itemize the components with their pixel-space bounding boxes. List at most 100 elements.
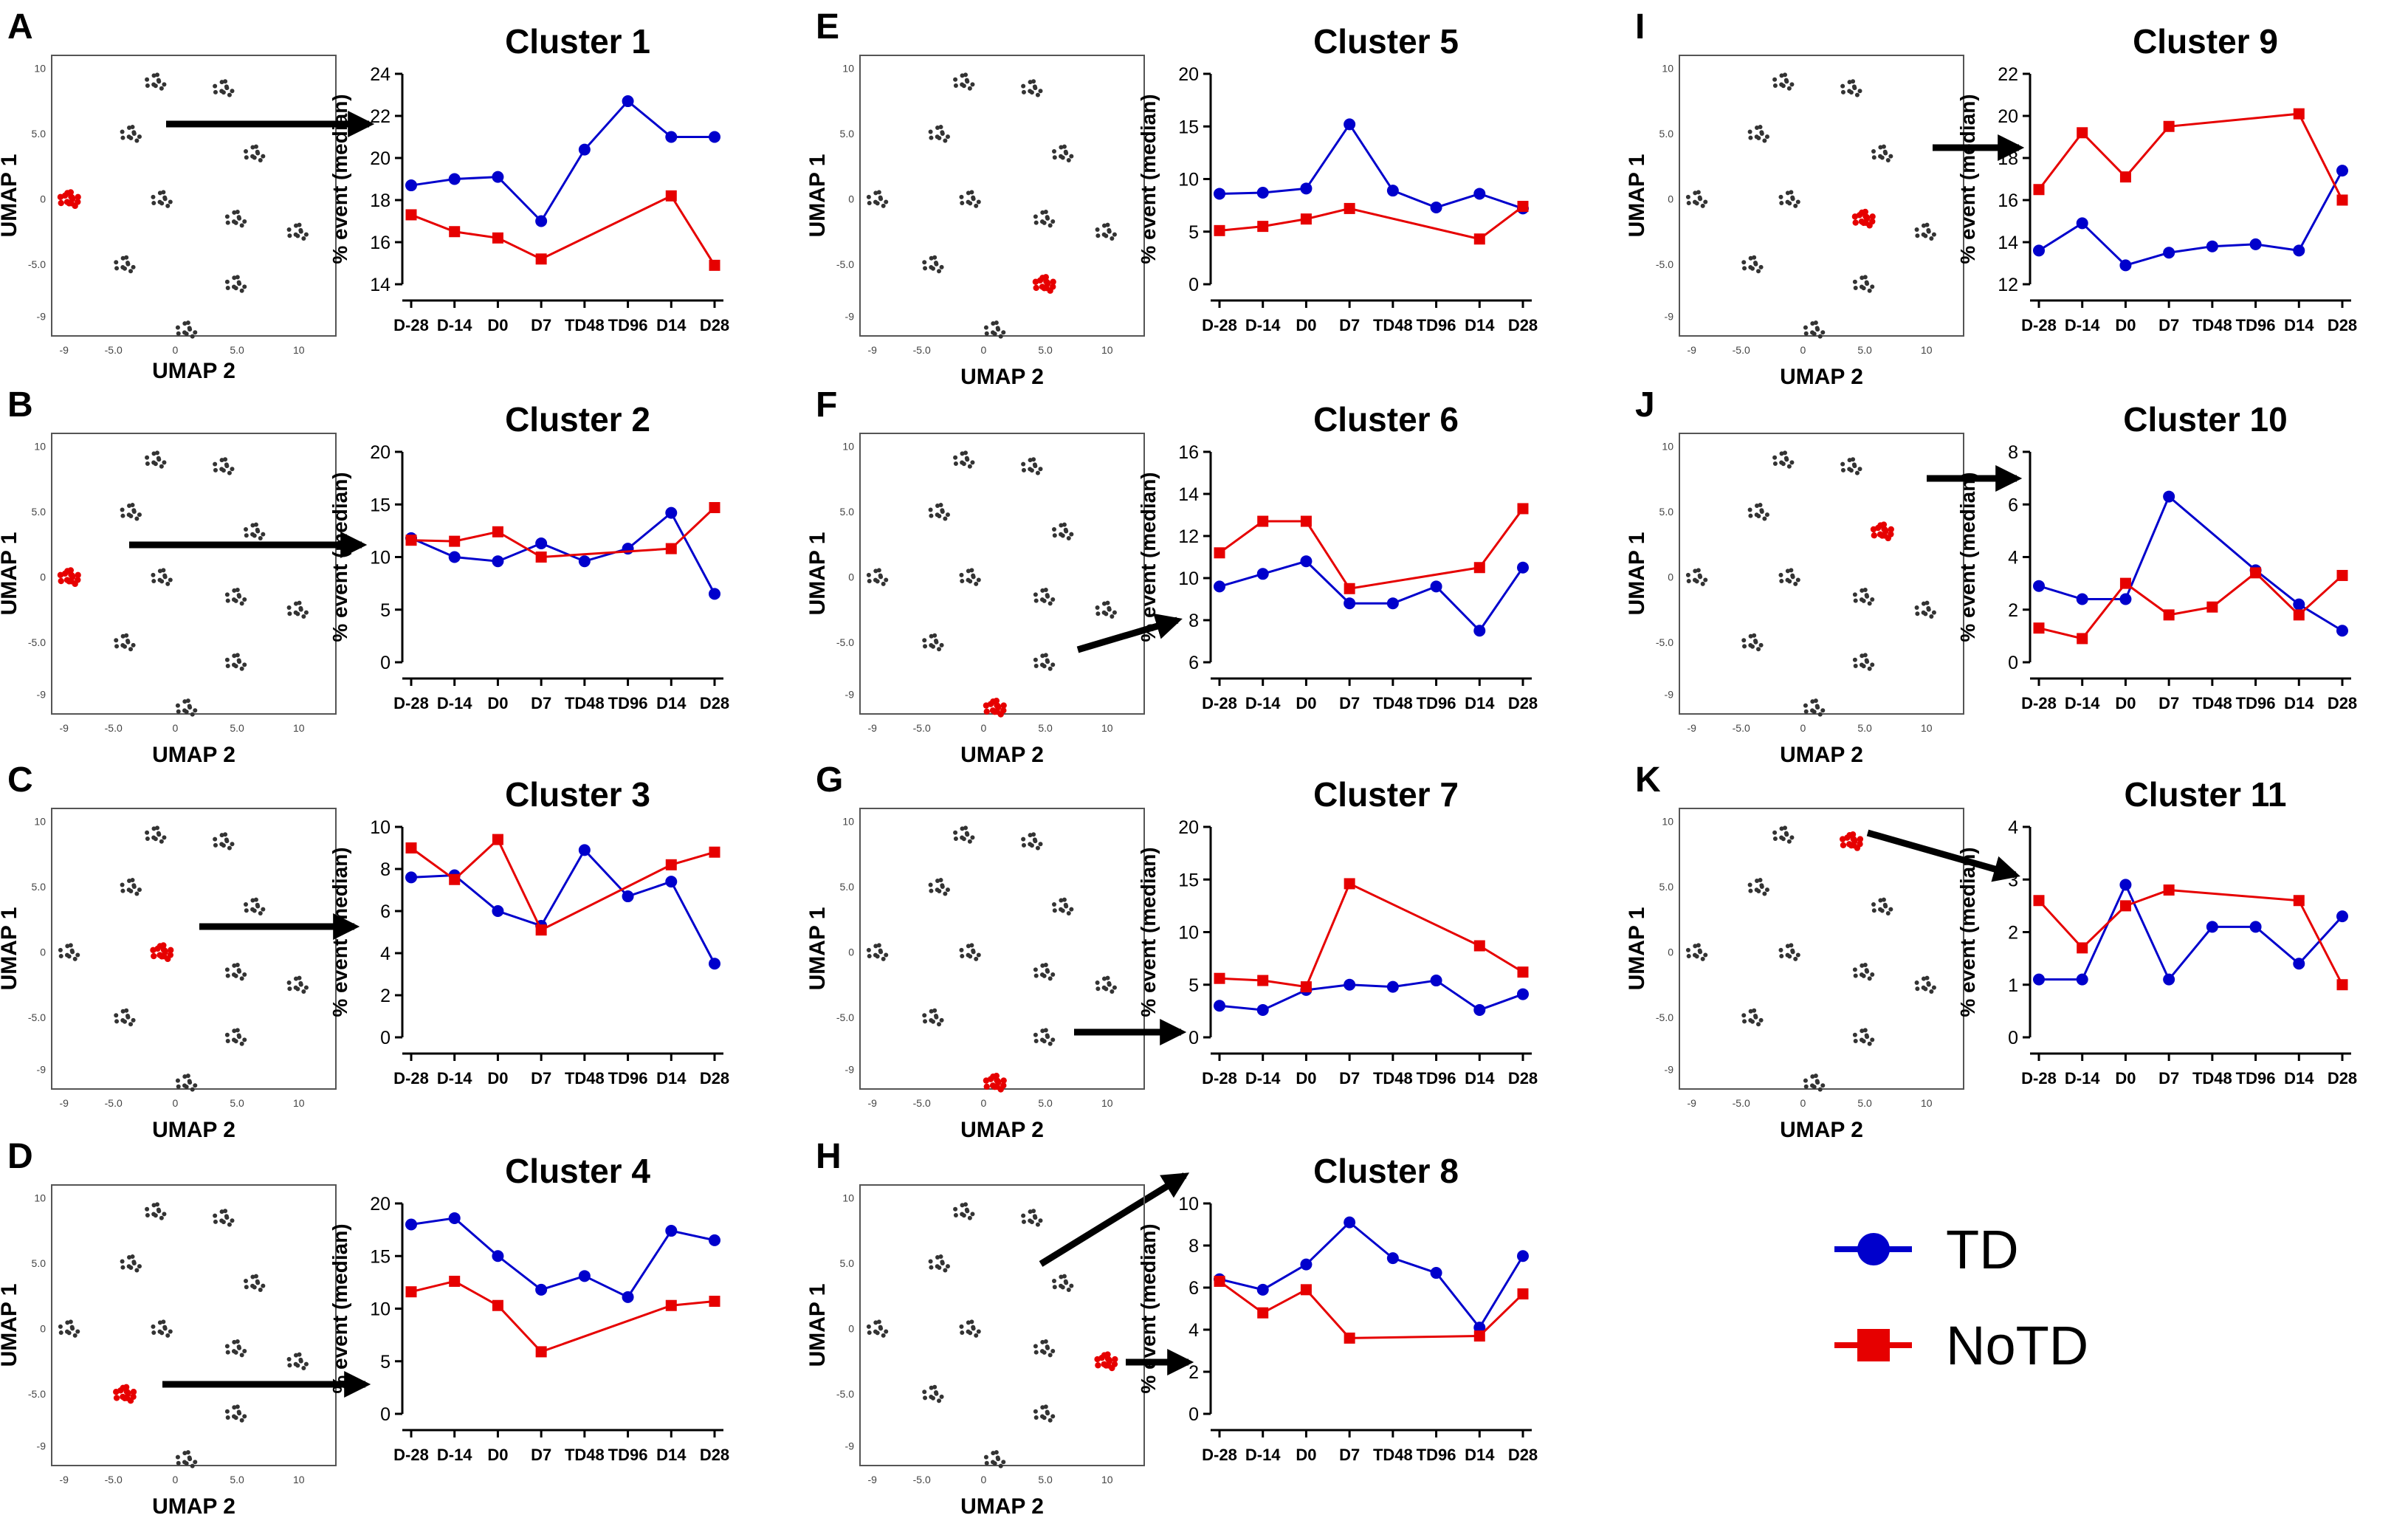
umap-point — [243, 526, 248, 532]
umap-point — [1812, 331, 1817, 337]
umap-point — [960, 201, 965, 206]
umap-point — [120, 1009, 125, 1014]
umap-point — [235, 1339, 240, 1344]
umap-point — [1050, 1037, 1056, 1042]
umap-cluster — [243, 897, 266, 915]
umap-point — [165, 203, 171, 208]
umap-y-tick: 10 — [1662, 63, 1673, 75]
umap-point — [1867, 976, 1872, 981]
umap-x-tick: 5.0 — [1857, 344, 1872, 356]
umap-point — [151, 579, 156, 584]
umap-point — [1050, 1348, 1056, 1353]
umap-point — [156, 1207, 161, 1212]
data-point — [535, 552, 547, 563]
umap-point — [937, 269, 942, 274]
series-notd — [405, 834, 720, 936]
umap-point — [159, 1215, 164, 1220]
umap-point — [1045, 1409, 1050, 1415]
umap-cluster — [1033, 653, 1056, 671]
data-point — [405, 842, 417, 853]
umap-x-label: UMAP 2 — [960, 1494, 1044, 1515]
umap-point — [1888, 531, 1894, 537]
umap-cluster — [286, 1352, 309, 1371]
umap-point — [1915, 986, 1920, 992]
x-tick-label: D-28 — [393, 1069, 429, 1088]
umap-point — [120, 1259, 125, 1264]
umap-point — [1847, 80, 1852, 85]
umap-point — [937, 888, 942, 893]
umap-point — [1878, 898, 1883, 903]
series-line — [2039, 882, 2344, 982]
umap-point — [1810, 699, 1815, 704]
umap-point — [971, 1325, 976, 1330]
umap-y-label: UMAP 1 — [0, 532, 21, 616]
x-tick-label: D28 — [2328, 316, 2357, 334]
x-tick-label: D7 — [531, 1446, 551, 1464]
umap-point — [928, 1259, 933, 1264]
umap-point — [930, 1019, 935, 1024]
umap-point — [161, 190, 166, 195]
umap-cluster — [1741, 1008, 1764, 1027]
y-axis-label: % event (median) — [1137, 472, 1160, 642]
data-point — [665, 876, 678, 888]
umap-point — [128, 135, 134, 140]
panel-label: G — [816, 760, 843, 800]
umap-point — [1921, 976, 1926, 981]
umap-point — [151, 1203, 156, 1208]
umap-point — [938, 125, 943, 130]
umap-x-tick: 0 — [980, 722, 986, 734]
umap-point — [156, 78, 161, 83]
umap-point — [213, 1213, 218, 1218]
y-tick-label: 4 — [380, 944, 391, 964]
umap-point — [1764, 887, 1769, 893]
umap-point — [1059, 145, 1064, 150]
umap-point — [960, 579, 965, 584]
umap-point — [1782, 450, 1787, 456]
umap-point — [297, 975, 302, 980]
data-point — [1300, 1258, 1313, 1271]
y-tick-label: 20 — [1998, 106, 2018, 127]
data-point — [492, 1250, 504, 1262]
umap-x-tick: -9 — [60, 722, 69, 734]
umap-point — [1060, 533, 1065, 538]
umap-point — [182, 699, 188, 704]
umap-y-tick: -9 — [1665, 1063, 1674, 1075]
umap-cluster — [922, 1008, 944, 1027]
umap-point — [303, 985, 309, 990]
umap-point — [1050, 972, 1056, 977]
data-point — [709, 259, 720, 271]
umap-point — [961, 461, 966, 467]
umap-point — [1803, 1084, 1809, 1089]
umap-point — [1864, 280, 1869, 285]
umap-point — [1813, 320, 1818, 326]
umap-point — [1852, 219, 1859, 226]
series-notd — [1214, 201, 1529, 245]
umap-point — [994, 1076, 1000, 1084]
umap-point — [145, 830, 150, 835]
umap-point — [297, 600, 302, 605]
umap-point — [159, 201, 165, 206]
umap-point — [255, 149, 260, 154]
umap-point — [232, 963, 237, 968]
umap-cluster — [1852, 653, 1875, 671]
umap-point — [127, 504, 132, 509]
umap-point — [1752, 639, 1758, 644]
umap-point — [1693, 944, 1698, 949]
umap-point — [58, 954, 63, 959]
umap-highlighted-cluster — [113, 1384, 137, 1404]
umap-point — [190, 334, 195, 339]
umap-point — [1921, 601, 1926, 606]
umap-x-tick: -9 — [1688, 344, 1697, 356]
umap-point — [1048, 601, 1053, 606]
umap-point — [213, 89, 218, 95]
umap-highlighted-cluster — [1094, 1351, 1118, 1372]
umap-y-tick: 0 — [1668, 946, 1673, 958]
umap-point — [230, 842, 235, 847]
umap-point — [124, 633, 129, 638]
umap-point — [987, 1076, 994, 1082]
umap-point — [881, 1333, 886, 1338]
chart-title: Cluster 10 — [2123, 400, 2287, 439]
umap-point — [185, 1073, 190, 1079]
umap-point — [1882, 902, 1888, 907]
x-tick-label: D28 — [2328, 694, 2357, 712]
